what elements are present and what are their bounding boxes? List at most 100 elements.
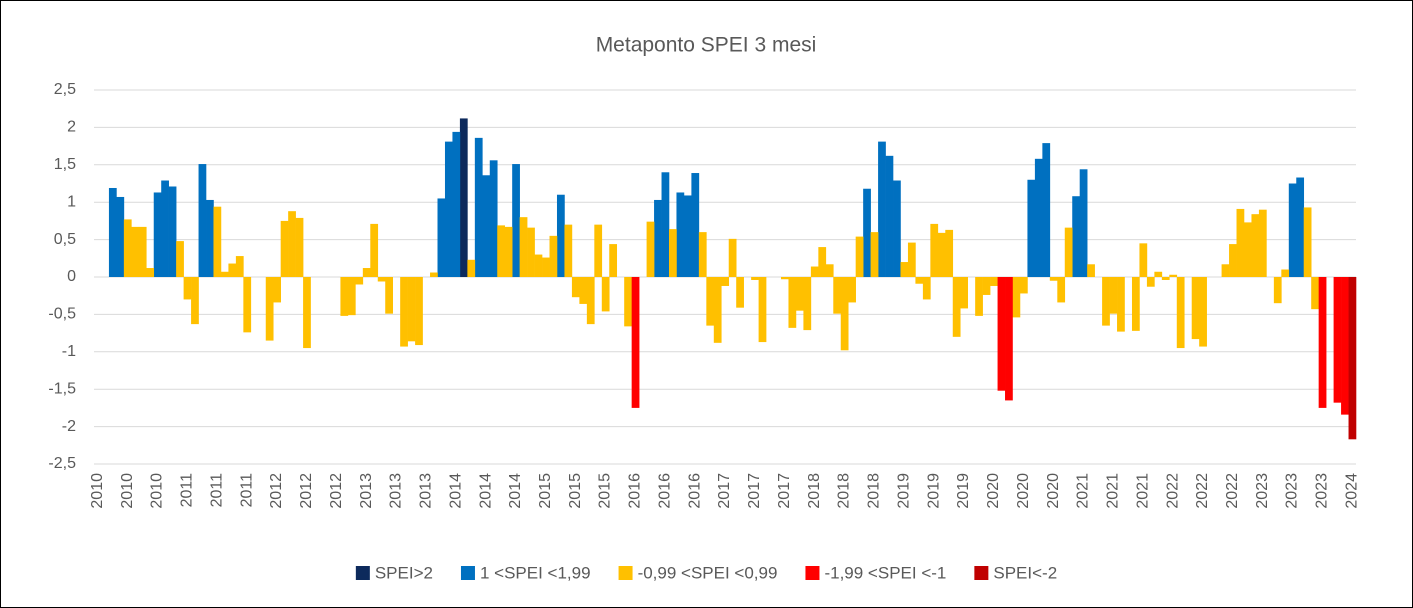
- bar: [982, 277, 991, 295]
- legend-label: -1,99 <SPEI <-1: [824, 563, 946, 582]
- bar: [646, 221, 655, 277]
- bar: [198, 164, 207, 277]
- bar: [915, 277, 924, 284]
- bar: [713, 277, 722, 343]
- bar: [594, 224, 603, 277]
- x-tick-label: 2013: [358, 473, 375, 509]
- bar: [467, 259, 476, 277]
- x-tick-label: 2017: [776, 473, 793, 509]
- x-tick-label: 2017: [746, 473, 763, 509]
- bar: [1221, 264, 1230, 277]
- x-tick-label: 2011: [179, 473, 196, 508]
- bar: [1236, 208, 1245, 277]
- bar: [1131, 277, 1140, 331]
- bar: [1109, 277, 1118, 314]
- x-tick-label: 2016: [656, 473, 673, 509]
- bar: [295, 217, 304, 277]
- bar: [138, 226, 147, 277]
- x-tick-label: 2021: [1105, 473, 1122, 509]
- x-tick-label: 2018: [836, 473, 853, 509]
- bar: [512, 164, 520, 277]
- bar: [810, 266, 819, 277]
- bar: [400, 277, 408, 347]
- bar: [1117, 277, 1125, 332]
- bar: [900, 262, 909, 277]
- bar: [1258, 209, 1267, 277]
- bar: [1303, 207, 1312, 277]
- x-tick-label: 2018: [806, 473, 823, 509]
- x-tick-label: 2016: [686, 473, 703, 509]
- bar: [243, 277, 252, 333]
- bar: [542, 257, 550, 277]
- chart-title: Metaponto SPEI 3 mesi: [596, 34, 817, 57]
- x-tick-label: 2015: [537, 473, 554, 509]
- x-tick-label: 2019: [895, 473, 912, 509]
- bar: [534, 254, 543, 277]
- bar: [803, 277, 812, 331]
- bar: [1243, 222, 1252, 277]
- bar: [340, 277, 349, 316]
- bar: [288, 211, 296, 277]
- bar: [795, 277, 804, 311]
- x-tick-label: 2012: [298, 473, 315, 509]
- bar: [131, 226, 140, 277]
- bar: [213, 206, 222, 277]
- bar: [437, 198, 446, 277]
- x-tick-label: 2023: [1284, 473, 1301, 509]
- legend-label: 1 <SPEI <1,99: [480, 563, 591, 582]
- bar: [1057, 277, 1066, 303]
- bar: [930, 223, 939, 277]
- y-tick-label: 1: [67, 193, 76, 210]
- x-tick-label: 2014: [477, 473, 494, 509]
- legend: SPEI>2 1 <SPEI <1,99 -0,99 <SPEI <0,99 -1,9…: [355, 563, 1057, 582]
- bar: [1199, 277, 1207, 347]
- legend-swatch: [805, 566, 820, 580]
- bar: [370, 223, 379, 277]
- bar: [721, 277, 730, 286]
- bar: [1064, 227, 1073, 277]
- bar: [303, 277, 311, 349]
- y-tick-label: -1: [62, 343, 76, 360]
- bar: [1296, 177, 1305, 277]
- bar: [1019, 277, 1028, 294]
- bar: [1348, 277, 1357, 440]
- bar: [818, 247, 827, 277]
- bar: [571, 277, 580, 298]
- x-tick-label: 2012: [268, 473, 285, 509]
- x-tick-label: 2013: [418, 473, 435, 509]
- bar: [123, 219, 132, 277]
- bar: [235, 256, 244, 277]
- bar: [355, 277, 364, 285]
- bar: [1146, 277, 1155, 287]
- bar: [661, 172, 670, 277]
- bar: [922, 277, 931, 300]
- legend-swatch: [618, 566, 633, 580]
- bar: [1333, 277, 1342, 403]
- bar: [698, 232, 707, 277]
- x-tick-label: 2023: [1314, 473, 1331, 509]
- bar: [885, 155, 894, 277]
- y-tick-label: 2,5: [54, 81, 76, 98]
- x-tick-label: 2019: [955, 473, 972, 509]
- bar: [1034, 158, 1043, 277]
- bar: [788, 277, 797, 328]
- y-tick-label: -2: [62, 418, 76, 435]
- bar: [833, 277, 842, 314]
- x-tick-label: 2022: [1224, 473, 1241, 509]
- bar: [220, 271, 229, 277]
- legend-label: -0,99 <SPEI <0,99: [638, 563, 778, 582]
- bar: [1273, 277, 1282, 304]
- x-tick-label: 2022: [1194, 473, 1211, 509]
- bar: [1191, 277, 1200, 340]
- bar: [1072, 196, 1081, 277]
- bar: [1169, 274, 1178, 277]
- x-tick-label: 2021: [1075, 473, 1092, 509]
- bar: [1341, 277, 1349, 415]
- bar: [273, 277, 281, 303]
- x-tick-label: 2022: [1164, 473, 1181, 509]
- x-tick-label: 2019: [925, 473, 942, 509]
- bar: [1251, 214, 1260, 277]
- bar: [452, 131, 461, 277]
- bar: [206, 199, 214, 277]
- bar: [736, 277, 744, 308]
